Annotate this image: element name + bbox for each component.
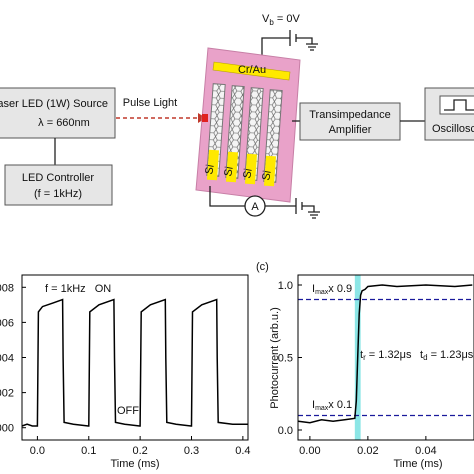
x-tick-label: 0.4 xyxy=(235,445,250,457)
scope-trace xyxy=(444,99,474,111)
x-axis-label: Time (ms) xyxy=(393,458,442,470)
ammeter xyxy=(244,195,266,217)
scope-label: Oscilloscope xyxy=(432,123,474,135)
x-tick-label: 0.3 xyxy=(184,445,199,457)
annotation: tr = 1.32μs xyxy=(360,349,412,362)
annotation: OFF xyxy=(117,405,139,417)
annotation: f = 1kHz xyxy=(45,283,86,295)
top-electrode xyxy=(212,61,291,81)
controller-box xyxy=(4,164,113,206)
annotation: td = 1.23μs xyxy=(420,349,474,362)
channels xyxy=(206,83,283,187)
amplifier-label: Amplifier xyxy=(329,124,372,136)
annotation: ON xyxy=(95,283,112,295)
ammeter-label: A xyxy=(251,201,259,213)
source-label: Laser LED (1W) Source xyxy=(0,98,108,110)
y-tick-label: 0.008 xyxy=(0,282,14,294)
pulse-label: Pulse Light xyxy=(123,97,177,109)
electrode-label: Cr/Au xyxy=(238,64,266,76)
light-spot xyxy=(202,114,208,122)
x-axis-label: Time (ms) xyxy=(110,458,159,470)
amplifier-label: Transimpedance xyxy=(309,109,391,121)
y-tick-label: 0.002 xyxy=(0,388,14,400)
readout-circuit xyxy=(209,186,320,219)
data-line xyxy=(21,298,248,427)
annotation: Imaxx 0.9 xyxy=(312,283,352,296)
y-tick-label: 0.5 xyxy=(278,353,293,365)
x-tick-label: 0.1 xyxy=(81,445,96,457)
x-tick-label: 0.0 xyxy=(30,445,45,457)
source-wavelength: λ = 660nm xyxy=(38,117,90,129)
y-tick-label: 0.006 xyxy=(0,317,14,329)
annotation: Imaxx 0.1 xyxy=(312,399,352,412)
scope-screen xyxy=(439,95,474,115)
source-box xyxy=(0,87,116,139)
y-axis-label: Photocurrent (arb.u.) xyxy=(269,307,281,409)
x-tick-label: 0.04 xyxy=(415,445,436,457)
x-tick-label: 0.2 xyxy=(132,445,147,457)
amplifier-box xyxy=(299,102,401,141)
controller-frequency: (f = 1kHz) xyxy=(34,188,82,200)
si-label: Si xyxy=(241,168,255,180)
data-line xyxy=(298,284,473,424)
y-tick-label: 0.0 xyxy=(278,425,293,437)
si-label: Si xyxy=(203,164,217,176)
x-tick-label: 0.02 xyxy=(357,445,378,457)
diagram: Vb = 0V Laser LED (1W) Source λ = 660nm … xyxy=(0,13,474,219)
bias-circuit xyxy=(261,30,318,55)
bias-label: Vb = 0V xyxy=(262,13,300,27)
y-tick-label: 0.000 xyxy=(0,423,14,435)
panel-label: (c) xyxy=(256,261,269,273)
si-label: Si xyxy=(260,170,274,182)
controller-label: LED Controller xyxy=(22,172,94,184)
si-label: Si xyxy=(222,166,236,178)
y-tick-label: 0.004 xyxy=(0,353,14,365)
x-tick-label: 0.00 xyxy=(299,445,320,457)
y-tick-label: 1.0 xyxy=(278,280,293,292)
